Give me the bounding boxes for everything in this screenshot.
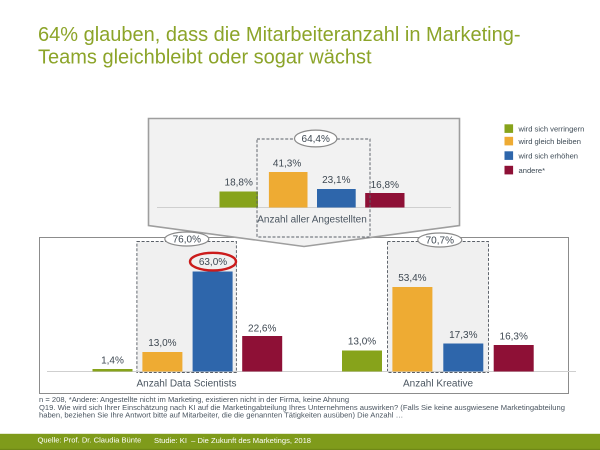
svg-text:70,7%: 70,7% — [426, 236, 454, 247]
svg-text:andere*: andere* — [519, 166, 546, 175]
svg-text:76,0%: 76,0% — [173, 235, 201, 246]
svg-text:22,6%: 22,6% — [248, 324, 276, 335]
svg-text:Quelle: Prof. Dr. Claudia Bünt: Quelle: Prof. Dr. Claudia Bünte — [38, 436, 142, 445]
svg-text:Anzahl Data Scientists: Anzahl Data Scientists — [136, 379, 236, 390]
svg-text:16,3%: 16,3% — [500, 332, 528, 343]
svg-text:64,4%: 64,4% — [302, 134, 330, 145]
svg-text:18,8%: 18,8% — [225, 178, 253, 189]
svg-text:23,1%: 23,1% — [322, 175, 350, 186]
svg-text:64% glauben, dass die Mitarbei: 64% glauben, dass die Mitarbeiteranzahl … — [38, 24, 521, 46]
svg-text:n = 208, *Andere: Angestellte: n = 208, *Andere: Angestellte nicht im M… — [39, 395, 349, 404]
svg-text:haben, beziehen Sie Ihre Antwo: haben, beziehen Sie Ihre Antwort bitte a… — [39, 411, 403, 420]
svg-text:13,0%: 13,0% — [148, 338, 176, 349]
svg-text:Anzahl Kreative: Anzahl Kreative — [403, 379, 473, 390]
svg-text:Teams gleichbleibt oder sogar: Teams gleichbleibt oder sogar wächst — [38, 46, 372, 68]
svg-text:1,4%: 1,4% — [101, 356, 124, 367]
svg-text:wird gleich bleiben: wird gleich bleiben — [518, 137, 581, 146]
svg-text:wird sich erhöhen: wird sich erhöhen — [518, 151, 579, 160]
svg-text:53,4%: 53,4% — [398, 273, 426, 284]
svg-text:Q19. Wie wird sich Ihrer Einsc: Q19. Wie wird sich Ihrer Einschätzung na… — [39, 403, 565, 412]
svg-text:17,3%: 17,3% — [449, 330, 477, 341]
svg-text:Anzahl aller Angestellten: Anzahl aller Angestellten — [257, 215, 367, 226]
svg-text:63,0%: 63,0% — [199, 257, 227, 268]
svg-text:16,8%: 16,8% — [371, 180, 399, 191]
svg-text:wird sich verringern: wird sich verringern — [518, 124, 585, 133]
svg-text:13,0%: 13,0% — [348, 337, 376, 348]
svg-text:41,3%: 41,3% — [273, 158, 301, 169]
svg-text:Studie: KI – Die Zukunft des: Studie: KI – Die Zukunft des Marketings,… — [154, 436, 311, 445]
